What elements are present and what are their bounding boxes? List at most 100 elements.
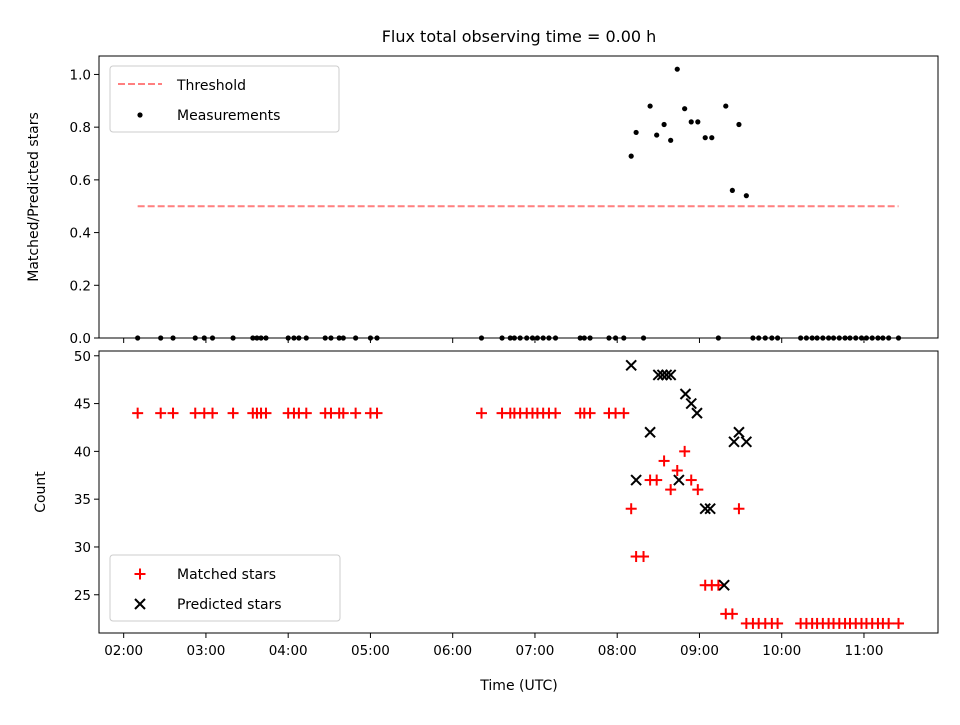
bottom-y-axis-label: Count <box>33 471 49 513</box>
predicted-star-point-b <box>679 388 692 400</box>
matched-star-point <box>132 407 144 419</box>
top-y-tick-label: 0.2 <box>70 278 91 294</box>
predicted-star-point <box>718 579 730 591</box>
legend-matched-swatch <box>134 568 146 580</box>
predicted-star-point-b <box>660 369 673 381</box>
predicted-star-point-b <box>652 369 665 381</box>
top-legend-box <box>109 65 340 133</box>
predicted-star-point-b <box>728 436 740 448</box>
measurement-point <box>723 103 729 109</box>
predicted-star-point <box>664 369 677 381</box>
measurement-point <box>647 103 653 109</box>
bottom-y-tick-label: 45 <box>74 397 91 413</box>
measurement-point <box>674 66 680 72</box>
top-legend: Threshold Measurements <box>109 65 340 133</box>
matched-star-point <box>772 617 784 629</box>
top-axes-frame <box>98 55 939 339</box>
bottom-legend-box <box>109 554 341 622</box>
x-axis-label: Time (UTC) <box>479 678 557 694</box>
predicted-star-point <box>656 369 669 381</box>
matched-star-point <box>167 407 179 419</box>
measurement-point <box>736 121 742 128</box>
legend-threshold-label: Threshold <box>176 78 246 94</box>
bottom-x-tick-label: 03:00 <box>186 643 225 659</box>
matched-star-point <box>260 407 272 419</box>
measurement-point <box>695 119 701 125</box>
legend-predicted-swatch <box>134 598 146 610</box>
predicted-star-point <box>625 359 637 372</box>
bottom-x-tick-label: 02:00 <box>104 643 143 659</box>
legend-predicted-label: Predicted stars <box>177 597 282 613</box>
bottom-legend: Matched stars Predicted stars <box>109 554 341 622</box>
predicted-star-point <box>740 436 753 448</box>
legend-measurements-label: Measurements <box>177 108 280 124</box>
matched-star-point <box>155 407 167 419</box>
matched-star-point <box>679 445 691 457</box>
measurement-point <box>654 132 660 138</box>
matched-star-point <box>371 407 383 419</box>
top-y-tick-label: 0.4 <box>70 226 91 242</box>
matched-star-point <box>658 455 670 467</box>
bottom-axes-frame <box>98 350 939 634</box>
predicted-star-point-b <box>656 369 669 381</box>
matched-star-point <box>685 474 697 486</box>
measurement-point <box>682 106 688 112</box>
bottom-y-tick-label: 50 <box>74 349 91 365</box>
bottom-y-tick-label: 25 <box>74 588 91 604</box>
measurement-point <box>633 129 639 136</box>
predicted-star-point-b <box>699 503 711 515</box>
bottom-y-tick-label: 30 <box>74 540 91 556</box>
bottom-y-tick-label: 35 <box>74 492 91 508</box>
matched-star-point <box>692 484 704 496</box>
predicted-star-point-b <box>664 369 677 381</box>
measurement-point <box>688 119 694 125</box>
matched-star-point <box>550 407 562 419</box>
measurement-point <box>743 193 749 199</box>
predicted-star-point-b <box>704 503 716 515</box>
bottom-x-tick-label: 04:00 <box>269 643 308 659</box>
bottom-x-tick-label: 08:00 <box>598 643 637 659</box>
predicted-star-point-b <box>625 359 637 372</box>
matched-star-point <box>300 407 312 419</box>
chart-title: Flux total observing time = 0.00 h <box>382 27 657 46</box>
top-y-tick-label: 0.8 <box>70 120 91 136</box>
predicted-star-point-b <box>685 397 697 410</box>
measurement-point <box>702 135 708 141</box>
bottom-x-tick-label: 07:00 <box>515 643 554 659</box>
matched-star-point <box>625 503 637 515</box>
matched-star-point <box>475 407 487 419</box>
matched-star-point <box>618 407 630 419</box>
predicted-star-point-b <box>673 474 685 486</box>
legend-measurements-swatch <box>137 112 143 118</box>
matched-star-point <box>207 407 219 419</box>
matched-star-point <box>350 407 362 419</box>
matched-star-point <box>227 407 239 419</box>
predicted-star-point <box>685 397 697 410</box>
predicted-star-point <box>733 426 745 438</box>
matched-star-point <box>883 617 895 629</box>
matched-star-point <box>733 503 745 515</box>
predicted-star-point <box>652 369 665 381</box>
bottom-y-tick-label: 40 <box>74 444 91 460</box>
predicted-star-point <box>630 474 642 486</box>
predicted-star-point <box>673 474 685 486</box>
bottom-panel: 25 30 35 40 45 50 02:00 03:00 04:00 05:00 06:00 07:… <box>74 349 939 659</box>
measurement-point <box>668 137 674 143</box>
top-y-axis-label: Matched/Predicted stars <box>26 112 42 282</box>
measurement-point <box>729 187 735 194</box>
predicted-star-point <box>728 436 740 448</box>
matched-star-point <box>638 551 650 563</box>
top-y-tick-label: 0.6 <box>70 173 91 189</box>
predicted-star-point-b <box>644 426 656 438</box>
bottom-x-tick-label: 06:00 <box>433 643 472 659</box>
top-panel: 0.0 0.2 0.4 0.6 0.8 1.0 Threshold Measurements <box>70 55 939 347</box>
measurement-point <box>661 121 667 128</box>
bottom-x-tick-label: 10:00 <box>762 643 801 659</box>
legend-predicted-swatch-b <box>134 598 146 610</box>
measurement-point <box>628 153 634 159</box>
matched-star-point <box>665 484 677 496</box>
predicted-star-point <box>644 426 656 438</box>
matched-star-point <box>337 407 349 419</box>
predicted-star-point <box>691 407 703 419</box>
